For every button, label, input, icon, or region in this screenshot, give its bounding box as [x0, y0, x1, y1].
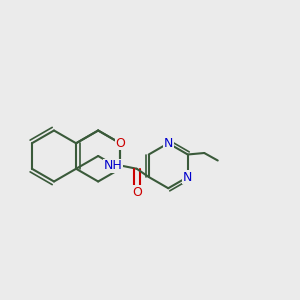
Text: NH: NH — [103, 159, 122, 172]
Text: O: O — [132, 186, 142, 199]
Text: N: N — [183, 170, 192, 184]
Text: N: N — [164, 137, 173, 150]
Text: O: O — [115, 137, 125, 150]
